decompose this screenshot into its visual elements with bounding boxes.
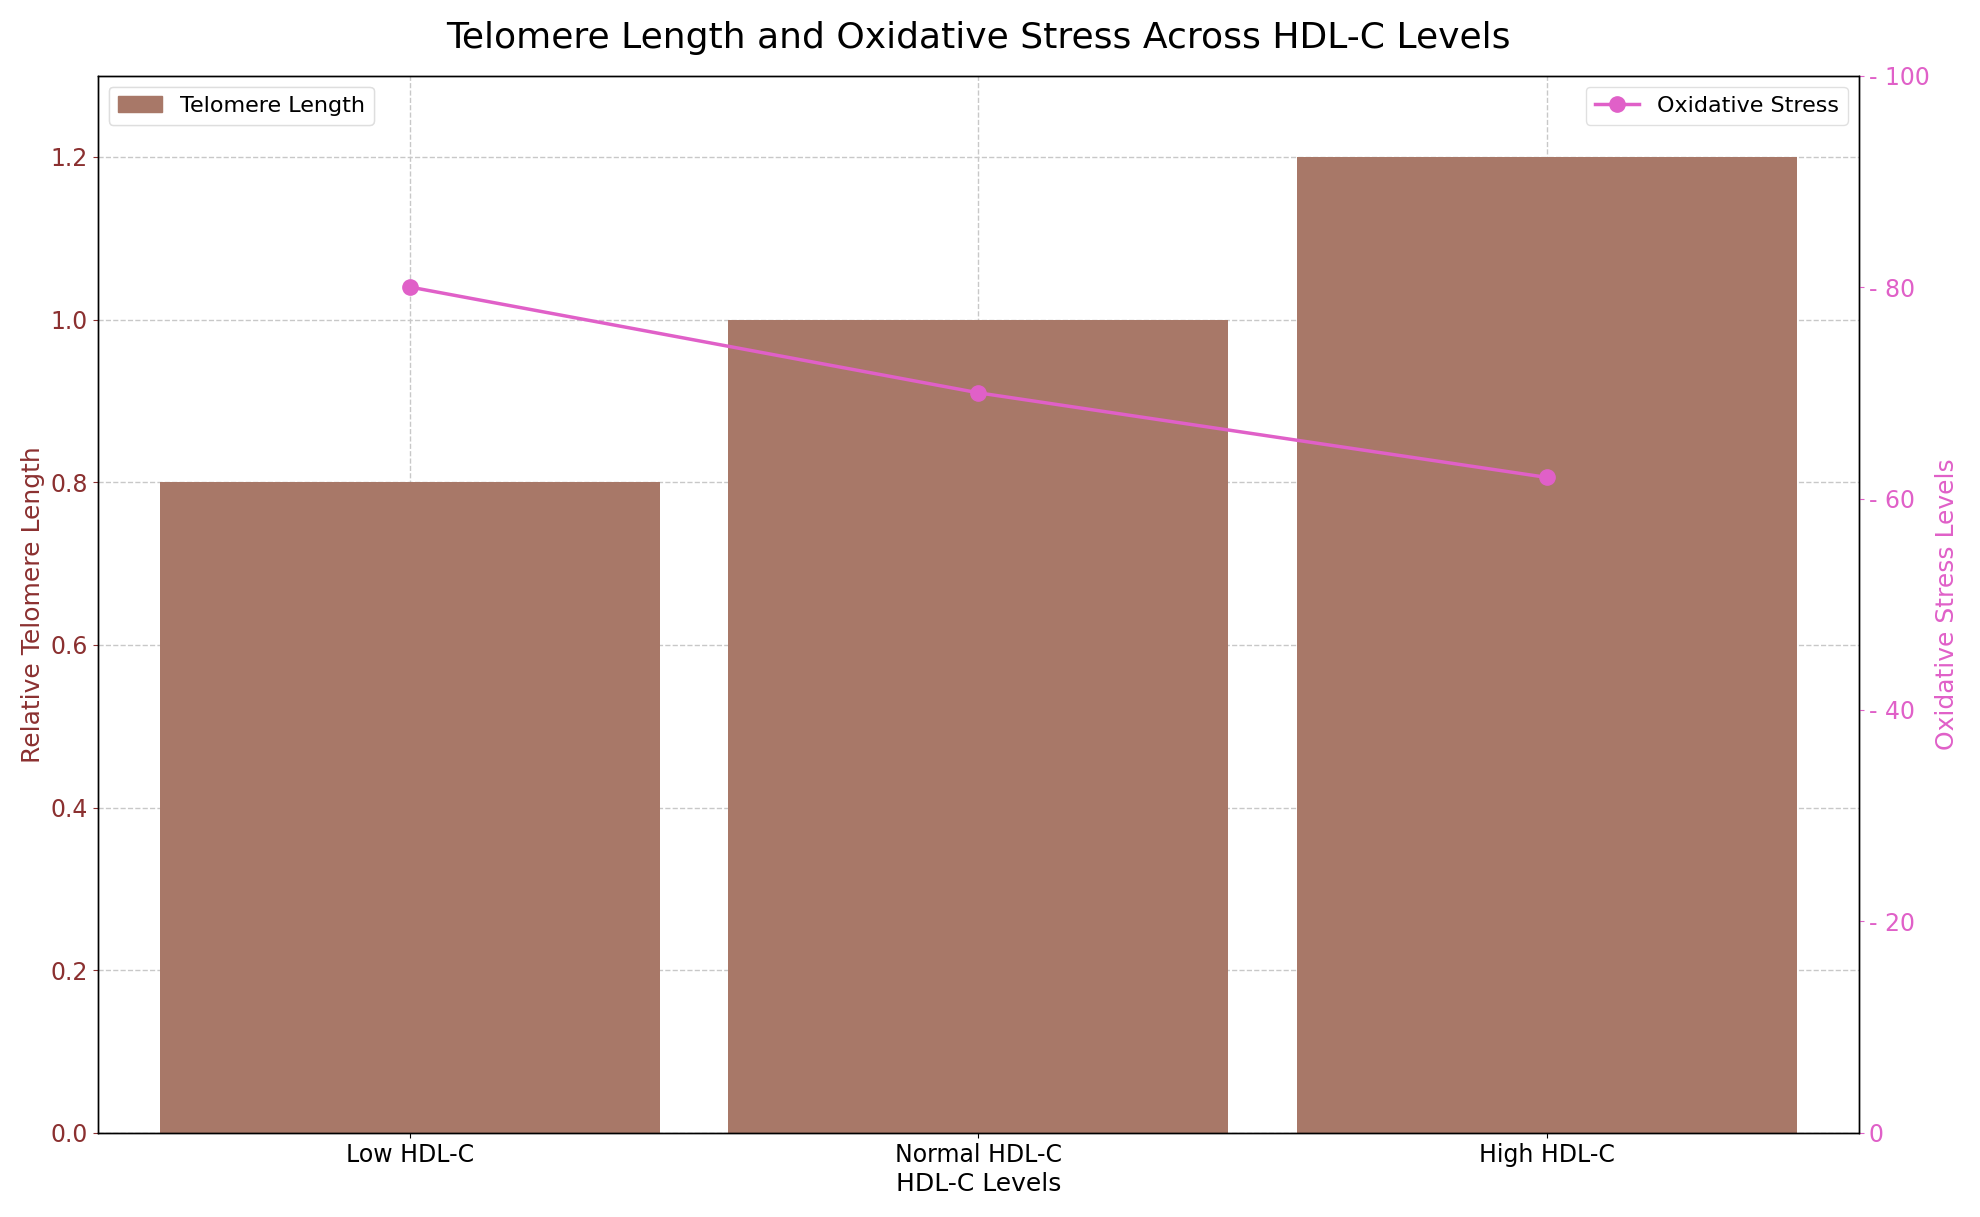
Title: Telomere Length and Oxidative Stress Across HDL-C Levels: Telomere Length and Oxidative Stress Acr… — [446, 21, 1511, 55]
Bar — [729, 320, 1228, 1133]
Y-axis label: Relative Telomere Length: Relative Telomere Length — [22, 445, 46, 763]
Bar — [160, 482, 659, 1133]
Oxidative Stress — [398, 280, 422, 295]
Oxidative Stress — [1534, 470, 1558, 484]
Bar — [1297, 157, 1796, 1133]
X-axis label: HDL-C Levels: HDL-C Levels — [895, 1172, 1061, 1196]
Legend: Telomere Length: Telomere Length — [109, 86, 374, 124]
Legend: Oxidative Stress: Oxidative Stress — [1586, 86, 1847, 124]
Y-axis label: Oxidative Stress Levels: Oxidative Stress Levels — [1934, 459, 1958, 750]
Line: Oxidative Stress: Oxidative Stress — [402, 280, 1554, 486]
Oxidative Stress — [966, 386, 990, 400]
